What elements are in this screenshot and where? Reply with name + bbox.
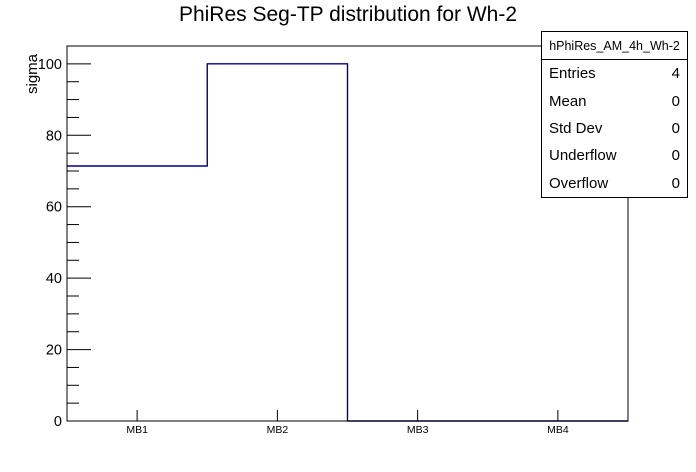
plot-frame — [66, 45, 629, 422]
stat-row-stddev: Std Dev 0 — [542, 115, 687, 142]
stat-row-underflow: Underflow 0 — [542, 142, 687, 169]
stats-box: hPhiRes_AM_4h_Wh-2 Entries 4 Mean 0 Std … — [541, 31, 688, 198]
y-tick-label: 100 — [38, 57, 62, 73]
y-tick-label: 80 — [46, 128, 62, 144]
y-tick-label: 0 — [54, 414, 62, 430]
stat-row-overflow: Overflow 0 — [542, 170, 687, 197]
y-tick-label: 60 — [46, 200, 62, 216]
chart-title: PhiRes Seg-TP distribution for Wh-2 — [178, 3, 518, 26]
x-tick-label: MB2 — [267, 424, 289, 436]
stat-label: Underflow — [549, 147, 617, 165]
stat-value: 0 — [671, 92, 680, 110]
x-tick-label: MB3 — [407, 424, 429, 436]
stat-value: 0 — [671, 120, 680, 138]
stat-value: 0 — [671, 147, 680, 165]
x-tick-label: MB4 — [547, 424, 569, 436]
stat-label: Mean — [549, 92, 587, 110]
stat-row-entries: Entries 4 — [542, 60, 687, 87]
stat-row-mean: Mean 0 — [542, 87, 687, 114]
stat-label: Entries — [549, 65, 596, 83]
stat-value: 4 — [671, 65, 680, 83]
stat-label: Overflow — [549, 174, 609, 192]
stat-label: Std Dev — [549, 120, 603, 138]
x-tick-label: MB1 — [126, 424, 148, 436]
stats-rows: Entries 4 Mean 0 Std Dev 0 Underflow 0 O… — [542, 60, 687, 197]
y-tick-label: 40 — [46, 271, 62, 287]
y-tick-label: 20 — [46, 343, 62, 359]
stats-box-title: hPhiRes_AM_4h_Wh-2 — [542, 32, 687, 60]
stat-value: 0 — [671, 174, 680, 192]
